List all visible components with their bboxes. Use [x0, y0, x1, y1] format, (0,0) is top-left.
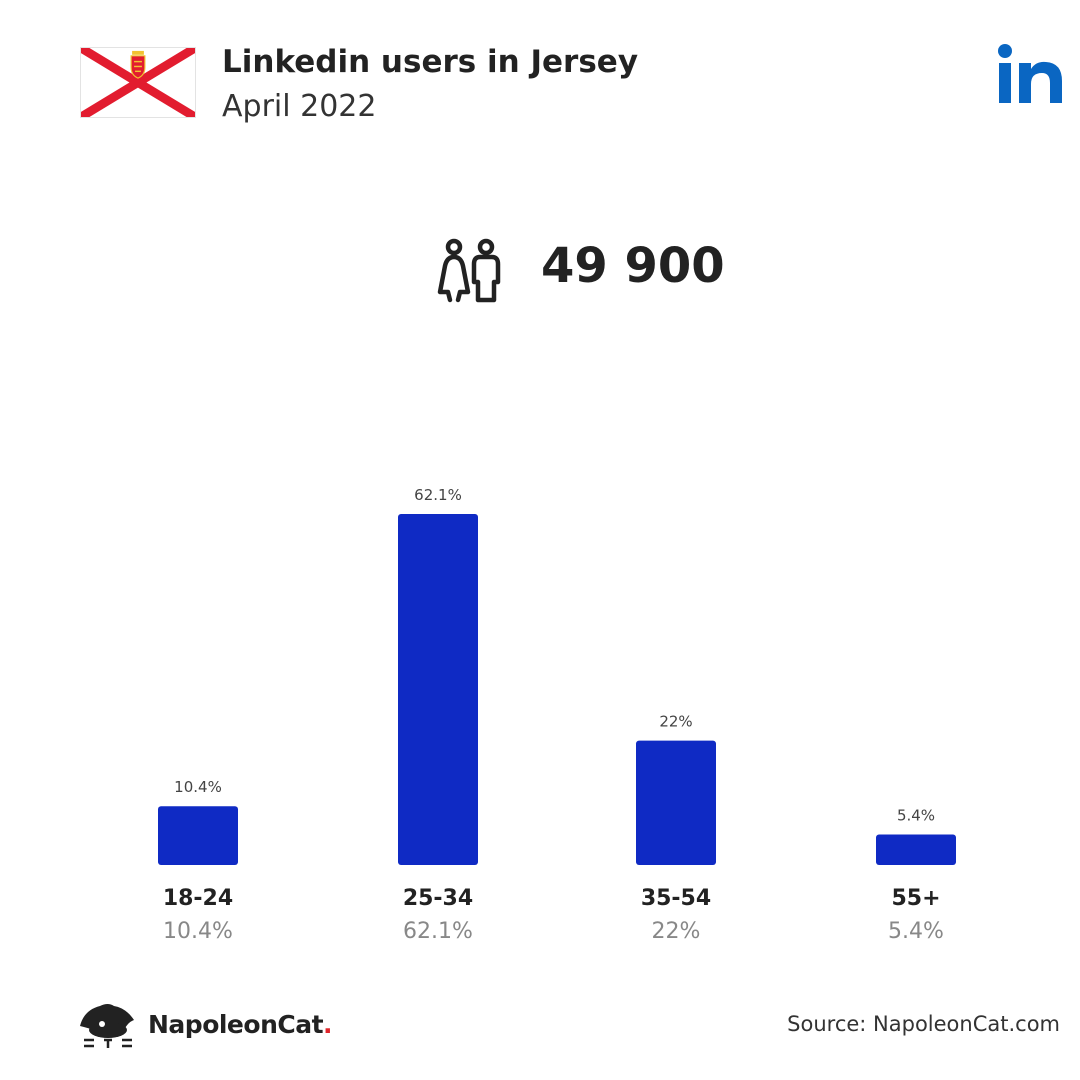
total-users-value: 49 900: [541, 238, 725, 294]
category-label: 55+: [891, 886, 940, 911]
category-label: 18-24: [163, 886, 233, 911]
jersey-flag-icon: [80, 47, 196, 118]
bar-55+: [876, 834, 956, 865]
linkedin-logo-icon: [998, 44, 1062, 103]
category-percent-label: 5.4%: [888, 919, 944, 944]
category-percent-label: 10.4%: [163, 919, 233, 944]
bar-value-label: 22%: [659, 713, 692, 731]
bar-35-54: [636, 740, 716, 865]
bar-18-24: [158, 806, 238, 865]
bar-25-34: [398, 514, 478, 865]
chart-svg: 10.4% 18-24 10.4% 62.1% 25-34 62.1% 22% 35-54 22…: [158, 486, 956, 944]
category-label: 35-54: [641, 886, 711, 911]
bar-value-label: 62.1%: [414, 486, 462, 504]
bar-value-label: 5.4%: [897, 806, 935, 824]
page-subtitle: April 2022: [222, 89, 377, 124]
bar-value-label: 10.4%: [174, 778, 222, 796]
page-title: Linkedin users in Jersey: [222, 44, 639, 80]
brand-dot: .: [323, 1010, 333, 1039]
category-percent-label: 62.1%: [403, 919, 473, 944]
category-label: 25-34: [403, 886, 473, 911]
napoleoncat-logo-icon: [80, 1004, 134, 1048]
source-text: Source: NapoleonCat.com: [787, 1012, 1060, 1036]
age-bar-chart: 10.4% 18-24 10.4% 62.1% 25-34 62.1% 22% 35-54 22…: [0, 470, 1080, 960]
brand-name: NapoleonCat.: [148, 1010, 333, 1039]
category-percent-label: 22%: [652, 919, 701, 944]
brand-name-text: NapoleonCat: [148, 1010, 324, 1039]
users-icon: [437, 238, 501, 303]
